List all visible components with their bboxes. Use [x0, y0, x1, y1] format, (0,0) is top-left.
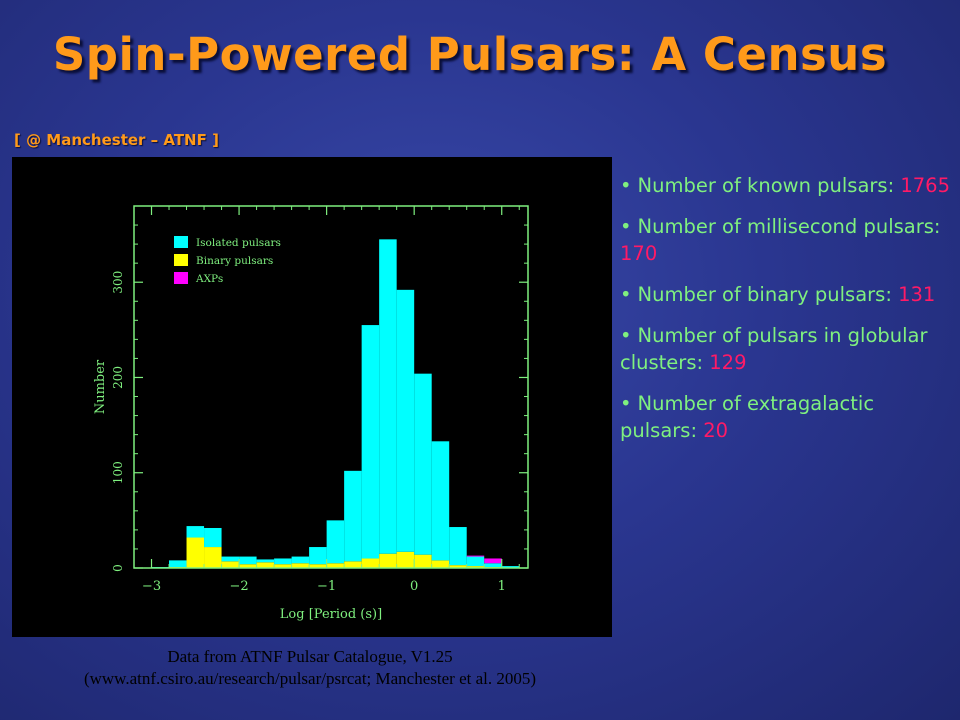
- credit-label: [ @ Manchester – ATNF ]: [14, 131, 219, 149]
- x-axis-label: Log [Period (s)]: [280, 607, 382, 622]
- histogram-bar: [326, 520, 345, 564]
- histogram-bar: [466, 555, 485, 557]
- bullet-dot-icon: •: [620, 283, 632, 306]
- histogram-bar: [239, 556, 257, 565]
- histogram-bar: [221, 556, 240, 562]
- histogram-bar: [466, 556, 485, 567]
- slide-title: Spin-Powered Pulsars: A Census: [52, 28, 888, 81]
- histogram-bar: [274, 564, 292, 568]
- y-tick-label: 200: [111, 366, 125, 389]
- x-tick-label: 1: [498, 579, 506, 594]
- legend-label: Binary pulsars: [196, 255, 273, 267]
- list-item: • Number of pulsars in globular clusters:…: [620, 322, 950, 376]
- histogram-bar: [484, 558, 502, 564]
- y-tick-label: 300: [111, 271, 125, 294]
- histogram-bar: [414, 373, 432, 555]
- legend-label: Isolated pulsars: [196, 237, 281, 249]
- histogram-bar: [379, 239, 397, 554]
- histogram-bar: [239, 564, 257, 568]
- bullet-value: 20: [703, 419, 729, 442]
- x-tick-label: −3: [142, 579, 161, 594]
- histogram-bar: [274, 558, 292, 565]
- bullet-text: Number of pulsars in globular clusters:: [620, 324, 928, 374]
- caption-line-1: Data from ATNF Pulsar Catalogue, V1.25: [167, 647, 453, 666]
- histogram-bar: [501, 566, 520, 568]
- bullet-text: Number of binary pulsars:: [637, 283, 899, 306]
- bullet-dot-icon: •: [620, 324, 632, 347]
- bullet-dot-icon: •: [620, 174, 632, 197]
- x-tick-label: −2: [229, 579, 248, 594]
- histogram-bar: [256, 559, 275, 563]
- histogram-bar: [204, 547, 222, 568]
- histogram-bar: [466, 566, 485, 568]
- y-tick-label: 0: [111, 564, 125, 572]
- histogram-bar: [309, 547, 327, 565]
- histogram-bar: [256, 562, 275, 568]
- x-tick-label: −1: [317, 579, 336, 594]
- caption-line-2: (www.atnf.csiro.au/research/pulsar/psrca…: [83, 669, 537, 688]
- legend-swatch: [174, 272, 188, 284]
- histogram-bar: [221, 561, 240, 568]
- histogram-panel: −3 −2 −1 0 1 0 100 200 300 Log [Period (s)] Number…: [12, 157, 612, 637]
- histogram-bar: [169, 560, 187, 568]
- list-item: • Number of extragalactic pulsars: 20: [620, 390, 950, 444]
- legend-swatch: [174, 254, 188, 266]
- histogram-bar: [291, 556, 310, 564]
- histogram-bar: [186, 526, 205, 538]
- histogram-bar: [344, 561, 362, 568]
- y-axis-label: Number: [93, 359, 108, 414]
- histogram-bar: [396, 551, 415, 568]
- period-histogram-chart: −3 −2 −1 0 1 0 100 200 300 Log [Period (s)] Number…: [93, 205, 529, 622]
- bullet-text: Number of known pulsars:: [637, 174, 901, 197]
- histogram-bar: [379, 553, 397, 568]
- bullet-value: 129: [709, 351, 747, 374]
- list-item: • Number of millisecond pulsars: 170: [620, 213, 950, 267]
- histogram-bar: [414, 554, 432, 568]
- histogram-bar: [344, 470, 362, 562]
- bullet-value: 170: [620, 242, 658, 265]
- histogram-bar: [186, 537, 205, 568]
- histogram-bar: [431, 441, 450, 561]
- bullet-value: 1765: [900, 174, 950, 197]
- histogram-bar: [431, 560, 450, 568]
- histogram-bar: [361, 558, 380, 568]
- histogram-bar: [204, 527, 222, 548]
- histogram-bar: [449, 565, 467, 568]
- bullet-value: 131: [898, 283, 936, 306]
- stats-list: • Number of known pulsars: 1765 • Number o…: [620, 172, 950, 458]
- plot-frame: [133, 205, 529, 569]
- bullet-dot-icon: •: [620, 392, 632, 415]
- x-tick-label: 0: [410, 579, 418, 594]
- histogram-bar: [309, 564, 327, 568]
- legend-swatch: [174, 236, 188, 248]
- data-source-caption: Data from ATNF Pulsar Catalogue, V1.25 (…: [10, 646, 610, 690]
- bullet-text: Number of millisecond pulsars:: [637, 215, 941, 238]
- histogram-bar: [449, 527, 467, 566]
- histogram-bar: [396, 289, 415, 552]
- histogram-bar: [484, 563, 502, 568]
- list-item: • Number of known pulsars: 1765: [620, 172, 950, 199]
- y-tick-label: 100: [111, 461, 125, 484]
- bullet-text: Number of extragalactic pulsars:: [620, 392, 875, 442]
- bullet-dot-icon: •: [620, 215, 632, 238]
- histogram-bar: [361, 325, 380, 559]
- legend-label: AXPs: [195, 273, 223, 285]
- histogram-bar: [291, 563, 310, 568]
- histogram-bar: [326, 563, 345, 568]
- list-item: • Number of binary pulsars: 131: [620, 281, 950, 308]
